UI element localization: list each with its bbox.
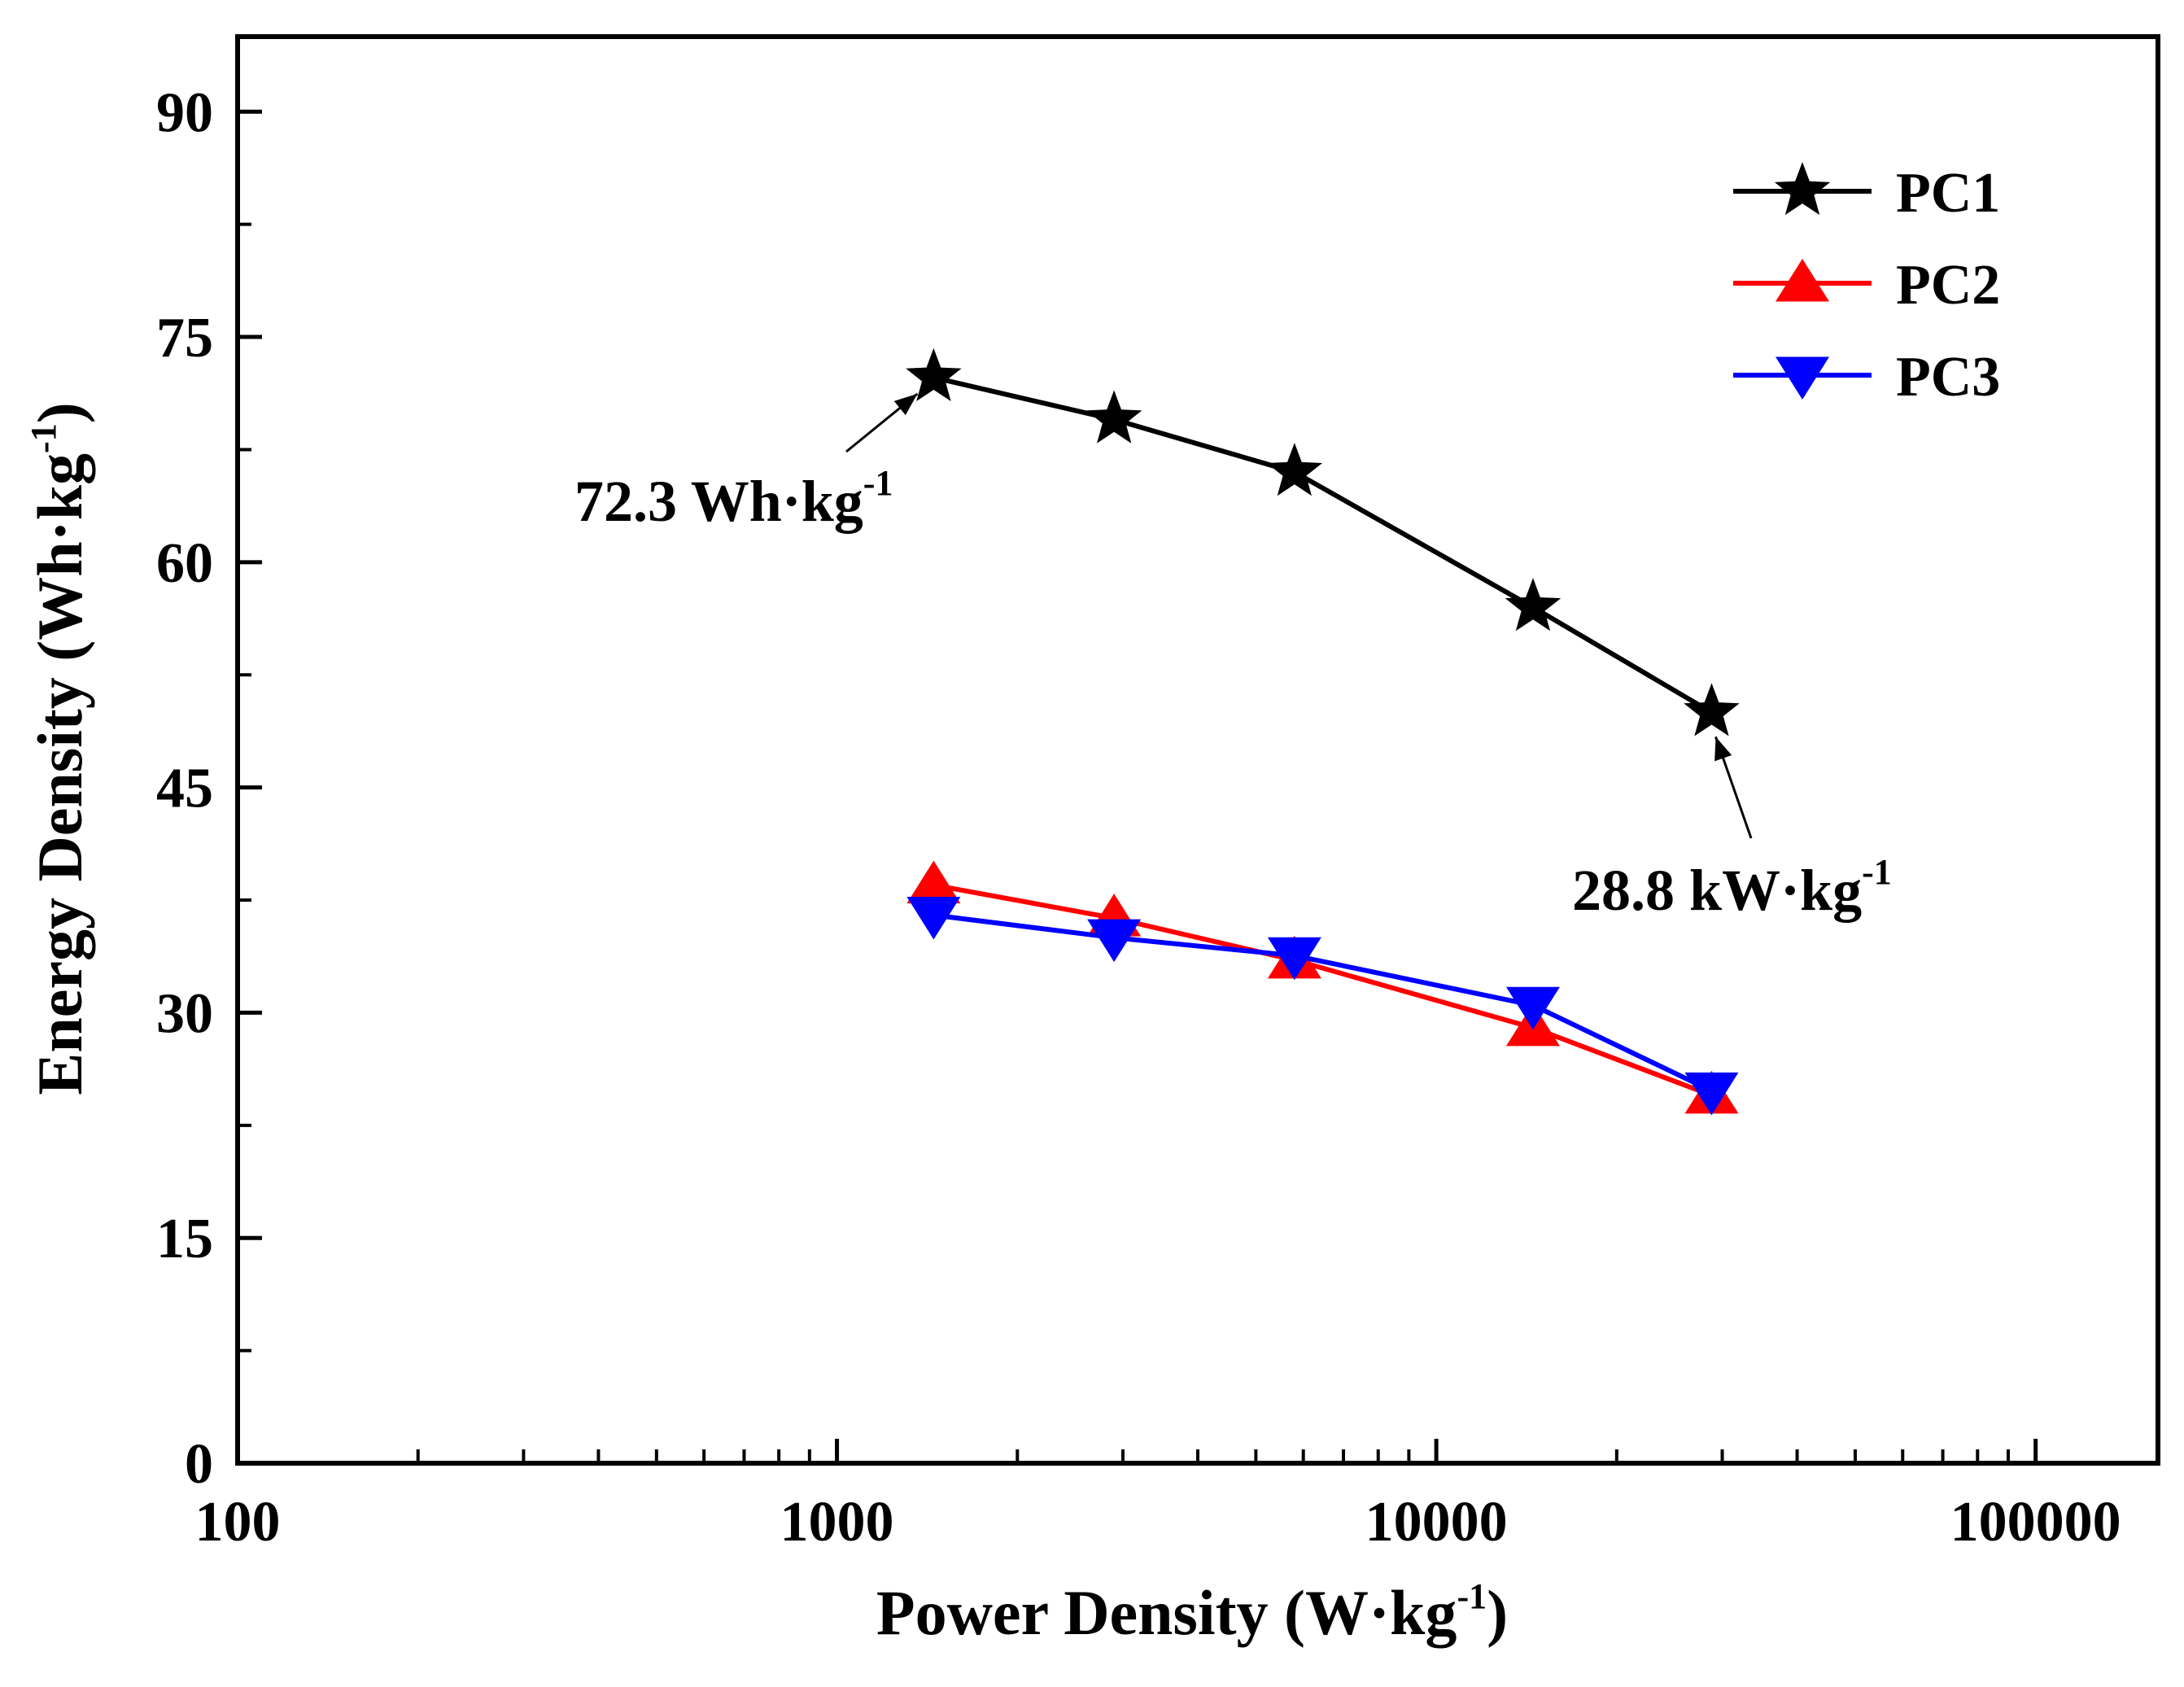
annotation-max-energy: 72.3 Wh·kg-1 [574, 463, 893, 534]
x-tick-label: 100 [195, 1491, 281, 1554]
axis-ticks [235, 109, 2038, 1466]
annotation-max-power: 28.8 kW·kg-1 [1572, 852, 1892, 923]
x-tick-label: 100000 [1950, 1491, 2121, 1554]
y-tick-label: 45 [156, 758, 213, 820]
data-point-pc3 [1684, 1072, 1739, 1116]
legend-marker [1776, 259, 1829, 302]
data-point-pc3 [1267, 937, 1321, 981]
y-axis-title: Energy Density (Wh·kg-1) [24, 402, 95, 1095]
legend-item-pc3: PC3 [1733, 346, 2000, 409]
y-tick-label: 90 [156, 81, 213, 144]
legend-marker [1776, 356, 1829, 400]
legend: PC1 PC2 PC3 [1733, 162, 2000, 409]
y-tick-label: 30 [156, 982, 213, 1045]
data-point-pc1 [1684, 683, 1740, 736]
x-tick-label: 10000 [1365, 1491, 1508, 1554]
annotation-arrow-energy [845, 392, 919, 453]
axis-tick-labels: 100 1000 10000 100000 0 15 30 45 60 75 90 [156, 81, 2121, 1554]
legend-label: PC2 [1896, 254, 2000, 317]
data-point-pc3 [906, 896, 961, 940]
x-tick-label: 1000 [780, 1491, 894, 1554]
data-point-pc2 [906, 860, 961, 904]
series-pc1 [906, 347, 1740, 736]
data-point-pc1 [1085, 390, 1142, 444]
annotation-arrow-power-head [1714, 736, 1732, 762]
y-tick-label: 60 [156, 532, 213, 595]
series-layer [906, 347, 1740, 1116]
legend-label: PC1 [1896, 162, 2000, 225]
series-pc3 [906, 896, 1739, 1116]
data-point-pc3 [1505, 986, 1560, 1030]
annotation-arrow-power [1714, 736, 1753, 839]
legend-item-pc2: PC2 [1733, 254, 2000, 317]
data-point-pc1 [1266, 443, 1323, 496]
y-tick-label: 75 [156, 307, 213, 369]
x-axis-title: Power Density (W·kg-1) [876, 1576, 1508, 1648]
y-tick-label: 0 [185, 1433, 213, 1496]
legend-item-pc1: PC1 [1733, 162, 2000, 225]
data-point-pc1 [1505, 578, 1562, 632]
annotations: 72.3 Wh·kg-1 28.8 kW·kg-1 [574, 392, 1892, 923]
legend-label: PC3 [1896, 346, 2000, 409]
legend-marker [1774, 162, 1831, 216]
data-point-pc3 [1087, 919, 1142, 963]
data-point-pc1 [906, 347, 962, 401]
annotation-arrow-energy-head [893, 393, 918, 416]
y-tick-label: 15 [156, 1208, 213, 1270]
